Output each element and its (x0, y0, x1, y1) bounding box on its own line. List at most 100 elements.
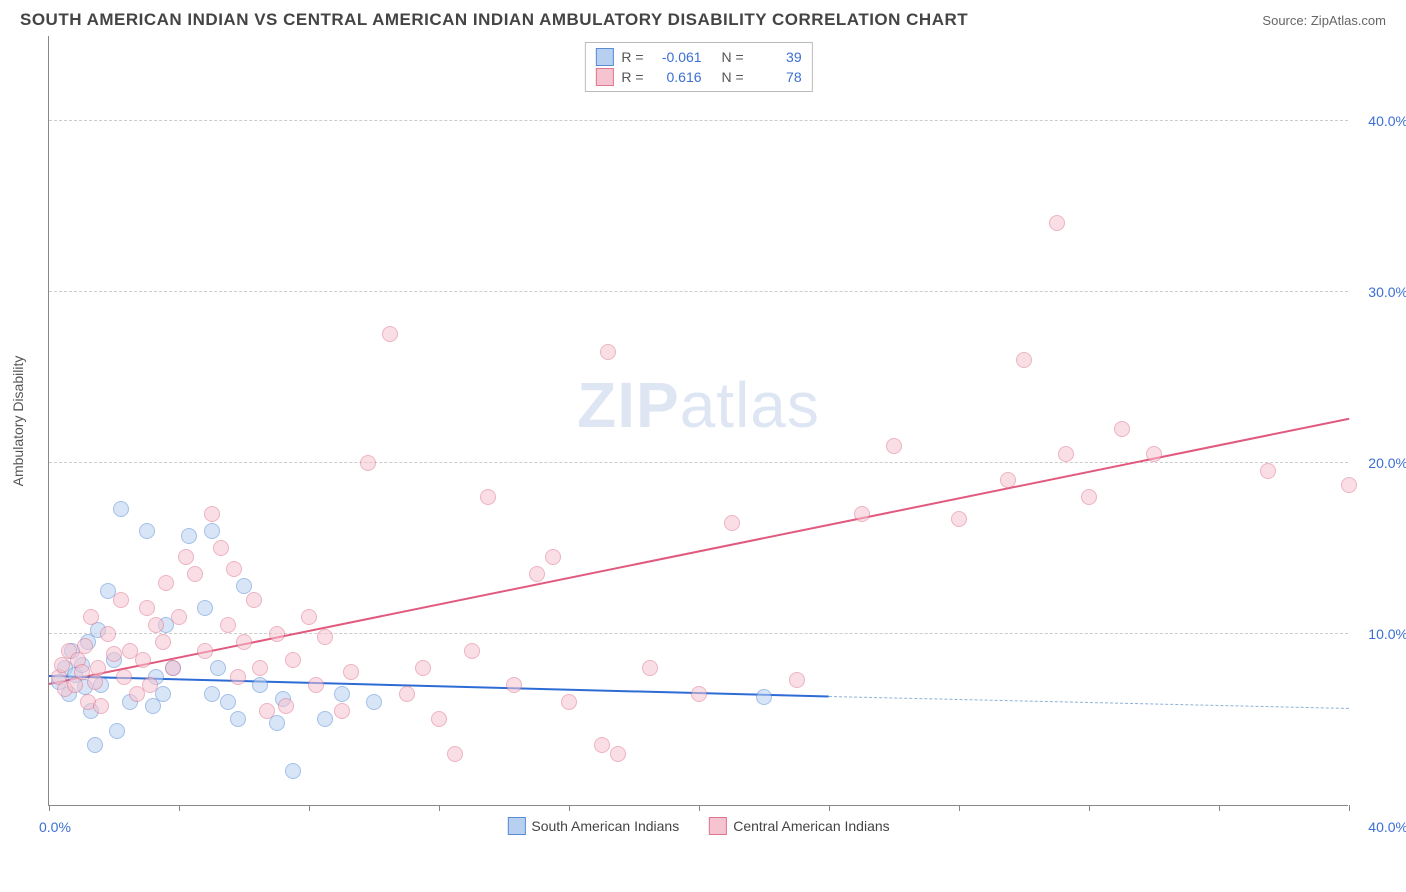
data-point (204, 686, 220, 702)
stats-N-value-0: 39 (752, 49, 802, 65)
legend-label-0: South American Indians (531, 818, 679, 834)
x-tick (179, 805, 180, 811)
stats-N-value-1: 78 (752, 69, 802, 85)
data-point (197, 643, 213, 659)
data-point (155, 634, 171, 650)
data-point (1058, 446, 1074, 462)
legend-swatch-0 (507, 817, 525, 835)
y-tick-label: 10.0% (1368, 626, 1406, 642)
data-point (789, 672, 805, 688)
x-tick (309, 805, 310, 811)
data-point (951, 511, 967, 527)
stats-R-value-1: 0.616 (652, 69, 702, 85)
data-point (100, 626, 116, 642)
x-axis-max-label: 40.0% (1368, 819, 1406, 835)
stats-row-series-0: R = -0.061 N = 39 (595, 47, 801, 67)
data-point (561, 694, 577, 710)
data-point (506, 677, 522, 693)
legend-item-0: South American Indians (507, 817, 679, 835)
source-label: Source: (1262, 13, 1307, 28)
data-point (165, 660, 181, 676)
data-point (1049, 215, 1065, 231)
watermark-bold: ZIP (577, 369, 680, 441)
stats-N-label-0: N = (721, 49, 743, 65)
stats-R-label-1: R = (621, 69, 643, 85)
data-point (236, 634, 252, 650)
data-point (382, 326, 398, 342)
stats-N-label-1: N = (721, 69, 743, 85)
gridline (49, 120, 1348, 121)
data-point (213, 540, 229, 556)
x-tick (439, 805, 440, 811)
data-point (545, 549, 561, 565)
x-axis-origin-label: 0.0% (39, 819, 71, 835)
x-tick (829, 805, 830, 811)
y-tick-label: 40.0% (1368, 113, 1406, 129)
legend-swatch-1 (709, 817, 727, 835)
data-point (594, 737, 610, 753)
data-point (415, 660, 431, 676)
data-point (93, 698, 109, 714)
data-point (204, 523, 220, 539)
data-point (366, 694, 382, 710)
y-axis-label: Ambulatory Disability (10, 356, 26, 487)
data-point (178, 549, 194, 565)
x-tick (1349, 805, 1350, 811)
data-point (252, 677, 268, 693)
legend-item-1: Central American Indians (709, 817, 889, 835)
data-point (1341, 477, 1357, 493)
y-tick-label: 30.0% (1368, 284, 1406, 300)
data-point (343, 664, 359, 680)
stats-row-series-1: R = 0.616 N = 78 (595, 67, 801, 87)
data-point (285, 652, 301, 668)
data-point (1260, 463, 1276, 479)
data-point (308, 677, 324, 693)
data-point (269, 626, 285, 642)
stats-swatch-0 (595, 48, 613, 66)
data-point (259, 703, 275, 719)
data-point (106, 646, 122, 662)
data-point (1114, 421, 1130, 437)
data-point (317, 711, 333, 727)
data-point (148, 617, 164, 633)
data-point (1081, 489, 1097, 505)
data-point (220, 617, 236, 633)
gridline (49, 291, 1348, 292)
data-point (334, 703, 350, 719)
data-point (204, 506, 220, 522)
data-point (171, 609, 187, 625)
watermark-light: atlas (680, 369, 820, 441)
data-point (691, 686, 707, 702)
data-point (480, 489, 496, 505)
data-point (181, 528, 197, 544)
data-point (278, 698, 294, 714)
data-point (116, 669, 132, 685)
data-point (464, 643, 480, 659)
data-point (642, 660, 658, 676)
data-point (610, 746, 626, 762)
chart-title: SOUTH AMERICAN INDIAN VS CENTRAL AMERICA… (20, 10, 968, 30)
chart-container: Ambulatory Disability ZIPatlas R = -0.06… (48, 36, 1386, 806)
data-point (230, 711, 246, 727)
data-point (220, 694, 236, 710)
data-point (1016, 352, 1032, 368)
data-point (109, 723, 125, 739)
data-point (431, 711, 447, 727)
data-point (54, 657, 70, 673)
data-point (139, 523, 155, 539)
data-point (886, 438, 902, 454)
stats-R-value-0: -0.061 (652, 49, 702, 65)
data-point (226, 561, 242, 577)
data-point (230, 669, 246, 685)
data-point (600, 344, 616, 360)
data-point (77, 638, 93, 654)
data-point (142, 677, 158, 693)
x-tick (49, 805, 50, 811)
data-point (301, 609, 317, 625)
data-point (113, 501, 129, 517)
data-point (285, 763, 301, 779)
data-point (83, 609, 99, 625)
data-point (1146, 446, 1162, 462)
data-point (360, 455, 376, 471)
x-tick (1089, 805, 1090, 811)
